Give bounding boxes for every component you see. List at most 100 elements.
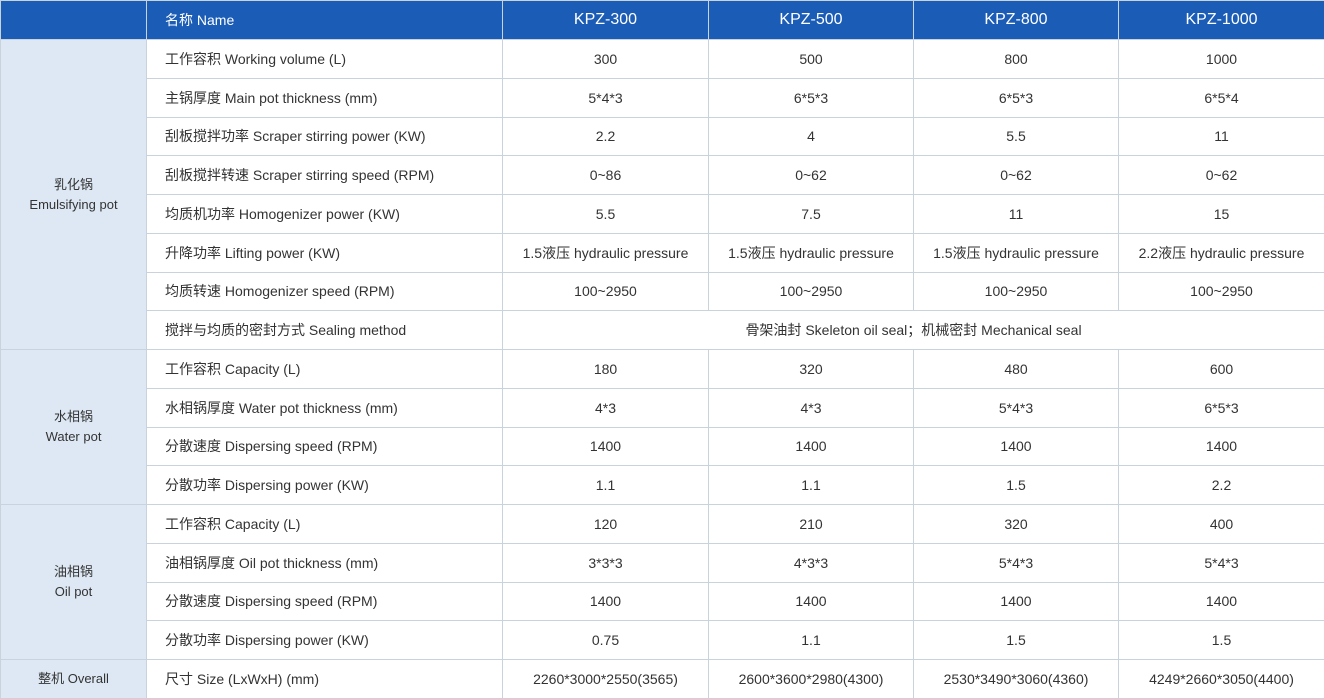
table-body: 乳化锅 Emulsifying pot 工作容积 Working volume (L… [0, 39, 1324, 699]
cell-value: 2600*3600*2980(4300) [708, 659, 914, 699]
group-label-line: 整机 Overall [38, 670, 109, 686]
cell-value: 4249*2660*3050(4400) [1118, 659, 1324, 699]
row-name: 分散速度 Dispersing speed (RPM) [146, 426, 503, 467]
row-name: 工作容积 Capacity (L) [146, 504, 503, 544]
cell-value: 2530*3490*3060(4360) [913, 659, 1119, 699]
row-name: 刮板搅拌转速 Scraper stirring speed (RPM) [146, 155, 503, 195]
cell-value: 1400 [708, 581, 914, 622]
cell-value: 500 [708, 39, 914, 79]
cell-value: 5*4*3 [502, 77, 709, 118]
cell-value: 320 [913, 504, 1119, 544]
group-label: 整机 Overall [0, 659, 147, 699]
group-label-line: 油相锅 [53, 564, 93, 579]
cell-value: 11 [1118, 116, 1324, 157]
cell-value: 1.5 [1118, 620, 1324, 660]
cell-value: 4*3*3 [708, 542, 914, 583]
row-name: 均质机功率 Homogenizer power (KW) [146, 194, 503, 234]
cell-value: 1400 [502, 581, 709, 622]
cell-value: 6*5*3 [1118, 387, 1324, 428]
row-name: 尺寸 Size (LxWxH) (mm) [146, 659, 503, 699]
cell-value: 1000 [1118, 39, 1324, 79]
cell-value: 0~62 [708, 155, 914, 195]
row-name: 分散功率 Dispersing power (KW) [146, 620, 503, 660]
table-row: 分散功率 Dispersing power (KW) 0.75 1.1 1.5 1.5 [1, 620, 1324, 660]
cell-value: 骨架油封 Skeleton oil seal；机械密封 Mechanical s… [502, 310, 1324, 350]
cell-value: 1.5 [913, 465, 1119, 505]
cell-value: 120 [502, 504, 709, 544]
cell-value: 100~2950 [1118, 271, 1324, 312]
cell-value: 2.2液压 hydraulic pressure [1118, 232, 1324, 273]
cell-value: 3*3*3 [502, 542, 709, 583]
table-row: 油相锅 Oil pot 工作容积 Capacity (L) 120 210 320 400 [0, 504, 1324, 660]
group-label: 水相锅 Water pot [0, 349, 147, 505]
cell-value: 1.5液压 hydraulic pressure [913, 232, 1119, 273]
cell-value: 100~2950 [502, 271, 709, 312]
cell-value: 5.5 [502, 194, 709, 234]
row-name: 主锅厚度 Main pot thickness (mm) [146, 77, 503, 118]
row-name: 工作容积 Capacity (L) [146, 349, 503, 389]
cell-value: 1400 [502, 426, 709, 467]
cell-value: 4*3 [708, 387, 914, 428]
cell-value: 320 [708, 349, 914, 389]
table-row: 水相锅 Water pot 工作容积 Capacity (L) 180 320 480 60… [0, 349, 1324, 505]
header-blank [0, 0, 147, 40]
cell-value: 1.5 [913, 620, 1119, 660]
cell-value: 1.5液压 hydraulic pressure [708, 232, 914, 273]
table-row: 升降功率 Lifting power (KW) 1.5液压 hydraulic p… [1, 232, 1324, 273]
cell-value: 4*3 [502, 387, 709, 428]
table-row: 分散功率 Dispersing power (KW) 1.1 1.1 1.5 2.2 [1, 465, 1324, 505]
row-name: 分散速度 Dispersing speed (RPM) [146, 581, 503, 622]
cell-value: 7.5 [708, 194, 914, 234]
row-name: 分散功率 Dispersing power (KW) [146, 465, 503, 505]
cell-value: 1.1 [502, 465, 709, 505]
header-row: 名称 Name KPZ-300 KPZ-500 KPZ-800 KPZ-1000 [0, 0, 1324, 40]
table-row: 水相锅厚度 Water pot thickness (mm) 4*3 4*3 5*4*… [1, 387, 1324, 428]
group-label-line: Water pot [45, 429, 102, 444]
header-name: 名称 Name [146, 0, 503, 40]
cell-value: 1.1 [708, 465, 914, 505]
cell-value: 400 [1118, 504, 1324, 544]
cell-value: 1400 [708, 426, 914, 467]
cell-value: 100~2950 [708, 271, 914, 312]
group-label-line: 乳化锅 [53, 176, 93, 192]
header-model: KPZ-500 [708, 0, 914, 40]
header-model: KPZ-800 [913, 0, 1119, 40]
table-row: 均质转速 Homogenizer speed (RPM) 100~2950 100~… [1, 271, 1324, 312]
row-name: 工作容积 Working volume (L) [146, 39, 503, 79]
group-label: 乳化锅 Emulsifying pot [0, 39, 147, 350]
table-row: 均质机功率 Homogenizer power (KW) 5.5 7.5 11 15 [1, 194, 1324, 234]
cell-value: 1400 [913, 426, 1119, 467]
cell-value: 6*5*3 [708, 77, 914, 118]
table-row: 搅拌与均质的密封方式 Sealing method 骨架油封 Skeleton o… [1, 310, 1324, 350]
cell-value: 2.2 [1118, 465, 1324, 505]
row-name: 刮板搅拌功率 Scraper stirring power (KW) [146, 116, 503, 157]
cell-value: 210 [708, 504, 914, 544]
row-name: 升降功率 Lifting power (KW) [146, 232, 503, 273]
cell-value: 480 [913, 349, 1119, 389]
cell-value: 4 [708, 116, 914, 157]
cell-value: 600 [1118, 349, 1324, 389]
group-label-line: Oil pot [54, 584, 93, 599]
table-row: 乳化锅 Emulsifying pot 工作容积 Working volume (L… [0, 39, 1324, 350]
cell-value: 300 [502, 39, 709, 79]
cell-value: 2260*3000*2550(3565) [502, 659, 709, 699]
table-row: 主锅厚度 Main pot thickness (mm) 5*4*3 6*5*3 6*… [1, 77, 1324, 118]
cell-value: 0~62 [1118, 155, 1324, 195]
cell-value: 1400 [1118, 426, 1324, 467]
cell-value: 180 [502, 349, 709, 389]
cell-value: 0.75 [502, 620, 709, 660]
header-model: KPZ-1000 [1118, 0, 1324, 40]
group-label: 油相锅 Oil pot [0, 504, 147, 660]
row-name: 水相锅厚度 Water pot thickness (mm) [146, 387, 503, 428]
row-name: 油相锅厚度 Oil pot thickness (mm) [146, 542, 503, 583]
cell-value: 0~86 [502, 155, 709, 195]
table-row: 分散速度 Dispersing speed (RPM) 1400 1400 1400 1… [1, 426, 1324, 467]
group-label-line: 水相锅 [53, 409, 93, 424]
cell-value: 5*4*3 [913, 387, 1119, 428]
cell-value: 100~2950 [913, 271, 1119, 312]
cell-value: 1.1 [708, 620, 914, 660]
cell-value: 15 [1118, 194, 1324, 234]
header-model: KPZ-300 [502, 0, 709, 40]
cell-value: 5*4*3 [1118, 542, 1324, 583]
